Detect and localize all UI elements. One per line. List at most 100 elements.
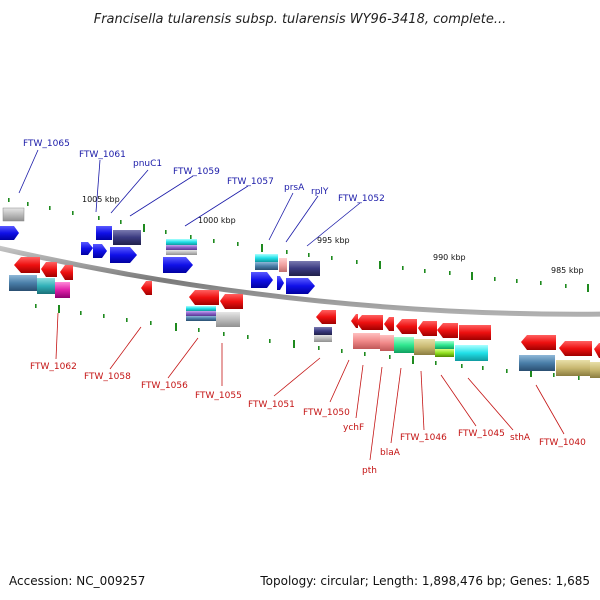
gene-arrow-forward[interactable] — [286, 278, 315, 294]
gene-arrow-reverse[interactable] — [14, 257, 40, 273]
gene-arrow-forward[interactable] — [93, 244, 107, 258]
gene-arrow-reverse[interactable] — [41, 262, 57, 277]
map-title: Francisella tularensis subsp. tularensis… — [94, 12, 507, 27]
gene-block-pnuc1[interactable] — [113, 230, 141, 245]
gene-label-ftw-1040[interactable]: FTW_1040 — [539, 438, 586, 448]
gene-block[interactable] — [353, 333, 380, 349]
tick-mark — [103, 314, 105, 318]
gene-label-stha[interactable]: sthA — [510, 433, 531, 443]
tick-label-985kbp: 985 kbp — [551, 266, 584, 275]
gene-block[interactable] — [414, 339, 435, 355]
gene-block[interactable] — [255, 254, 278, 262]
gene-block[interactable] — [2, 207, 25, 222]
gene-block[interactable] — [314, 327, 332, 335]
gene-block[interactable] — [435, 349, 454, 357]
gene-label-ftw-1051[interactable]: FTW_1051 — [248, 400, 295, 410]
gene-block[interactable] — [255, 262, 278, 270]
gene-arrow-forward[interactable] — [0, 226, 19, 240]
gene-arrow-reverse[interactable] — [316, 310, 336, 324]
tick-mark — [213, 239, 215, 243]
tick-label-1000kbp: 1000 kbp — [198, 216, 236, 225]
accession-text: Accession: NC_009257 — [9, 574, 145, 588]
gene-arrow-reverse[interactable] — [521, 335, 556, 350]
gene-label-ftw-1056[interactable]: FTW_1056 — [141, 381, 188, 391]
gene-block[interactable] — [380, 335, 394, 351]
gene-block[interactable] — [166, 250, 197, 255]
gene-block[interactable] — [394, 337, 414, 353]
tick-mark — [379, 261, 381, 269]
gene-arrow-forward[interactable] — [110, 247, 137, 263]
gene-block[interactable] — [9, 275, 37, 291]
gene-label-ftw-1062[interactable]: FTW_1062 — [30, 362, 77, 372]
gene-label-ftw-1058[interactable]: FTW_1058 — [84, 372, 131, 382]
gene-arrow-reverse[interactable] — [384, 317, 394, 331]
gene-block[interactable] — [186, 316, 216, 321]
gene-label-ftw-1055[interactable]: FTW_1055 — [195, 391, 242, 401]
tick-mark — [261, 244, 263, 252]
gene-block-prsa[interactable] — [279, 258, 287, 272]
gene-label-ftw-1061[interactable]: FTW_1061 — [79, 150, 126, 160]
gene-arrow-reverse[interactable] — [60, 265, 73, 280]
gene-arrow-reverse[interactable] — [559, 341, 592, 356]
gene-label-ftw-1057[interactable]: FTW_1057 — [227, 177, 274, 187]
tick-mark — [424, 269, 426, 273]
gene-block[interactable] — [166, 239, 197, 245]
tick-mark — [190, 235, 192, 239]
tick-mark — [540, 281, 542, 285]
gene-block[interactable] — [166, 245, 197, 250]
gene-block[interactable] — [519, 355, 555, 371]
gene-label-ftw-1045[interactable]: FTW_1045 — [458, 429, 505, 439]
gene-block-rply[interactable] — [289, 261, 320, 276]
tick-mark — [126, 318, 128, 322]
tick-mark — [49, 206, 51, 210]
tick-mark — [247, 335, 249, 339]
gene-label-ftw-1052[interactable]: FTW_1052 — [338, 194, 385, 204]
gene-block[interactable] — [435, 341, 454, 349]
gene-arrow-reverse[interactable] — [351, 314, 358, 328]
gene-arrow-forward[interactable] — [251, 272, 273, 288]
gene-block[interactable] — [216, 312, 240, 327]
tick-mark — [331, 256, 333, 260]
gene-arrow-reverse[interactable] — [459, 325, 491, 340]
gene-arrow-reverse[interactable] — [356, 315, 383, 330]
gene-label-pnuc1[interactable]: pnuC1 — [133, 159, 162, 169]
gene-block[interactable] — [314, 335, 332, 342]
gene-label-ftw-1050[interactable]: FTW_1050 — [303, 408, 350, 418]
gene-block[interactable] — [556, 360, 590, 376]
gene-arrow-reverse[interactable] — [220, 294, 243, 309]
gene-label-ftw-1065[interactable]: FTW_1065 — [23, 139, 70, 149]
gene-block[interactable] — [186, 306, 216, 311]
gene-block[interactable] — [186, 311, 216, 316]
tick-mark — [165, 230, 167, 234]
gene-label-blaa[interactable]: blaA — [380, 448, 401, 458]
gene-block[interactable] — [37, 278, 55, 294]
gene-arrow-forward[interactable] — [96, 226, 112, 240]
gene-arrow-reverse[interactable] — [594, 343, 600, 358]
tick-mark — [150, 321, 152, 325]
gene-label-ychf[interactable]: ychF — [343, 423, 364, 433]
gene-arrow-reverse[interactable] — [437, 323, 458, 338]
tick-mark — [175, 323, 177, 331]
genome-backbone — [0, 245, 600, 317]
tick-mark — [318, 346, 320, 350]
gene-arrow-reverse[interactable] — [418, 321, 437, 336]
gene-label-ftw-1059[interactable]: FTW_1059 — [173, 167, 220, 177]
gene-label-rply[interactable]: rplY — [311, 187, 329, 197]
gene-arrow-reverse[interactable] — [189, 290, 219, 305]
gene-block[interactable] — [590, 362, 600, 378]
tick-mark — [237, 242, 239, 246]
gene-block[interactable] — [55, 282, 70, 298]
gene-label-ftw-1046[interactable]: FTW_1046 — [400, 433, 447, 443]
topology-text: Topology: circular; Length: 1,898,476 bp… — [259, 574, 590, 588]
tick-mark — [389, 355, 391, 359]
gene-label-pth[interactable]: pth — [362, 466, 377, 476]
gene-arrow-forward[interactable] — [81, 242, 93, 255]
gene-arrow-reverse[interactable] — [396, 319, 417, 334]
gene-arrow-forward[interactable] — [277, 276, 284, 290]
gene-arrow-reverse[interactable] — [141, 281, 152, 295]
gene-label-prsa[interactable]: prsA — [284, 183, 305, 193]
gene-block[interactable] — [455, 345, 488, 361]
gene-arrow-forward[interactable] — [163, 257, 193, 273]
tick-mark — [98, 216, 100, 220]
